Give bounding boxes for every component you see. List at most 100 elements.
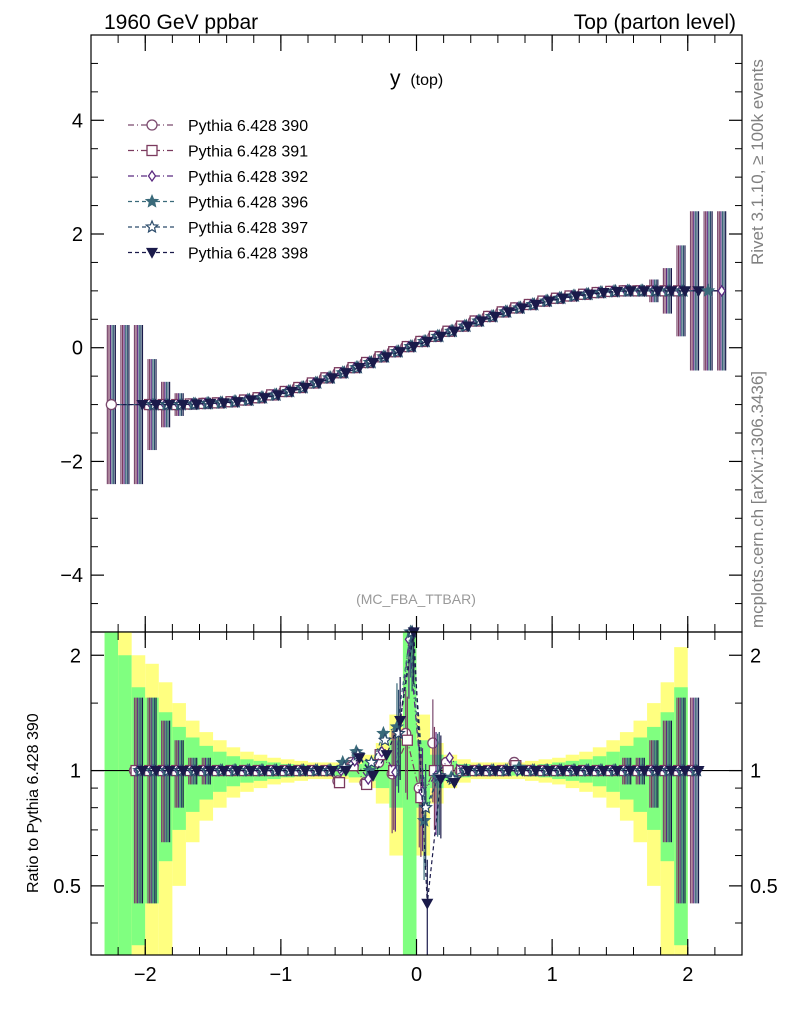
ratio-point <box>353 753 366 764</box>
band-green <box>104 632 119 955</box>
band-green <box>660 712 675 862</box>
data-point <box>556 293 569 305</box>
data-point <box>258 393 271 404</box>
ratio-point <box>272 765 285 777</box>
ratio-point <box>177 765 190 777</box>
ratio-point <box>204 765 217 777</box>
ratio-point <box>326 765 339 777</box>
main-ytick-label: 0 <box>72 338 83 360</box>
legend-label: Pythia 6.428 398 <box>188 246 308 263</box>
data-point <box>543 296 556 308</box>
ratio-point <box>678 765 691 777</box>
legend-label: Pythia 6.428 392 <box>188 169 308 186</box>
ratio-point <box>475 765 488 777</box>
data-point <box>475 316 488 328</box>
ratio-plot: 0.5 0.5 1 1 2 2 −2 −1 0 1 2 Ratio to Pythia 6.428 … <box>25 624 778 986</box>
ratio-point <box>597 765 610 777</box>
data-point <box>353 363 366 374</box>
main-ytick-label: 4 <box>72 110 83 132</box>
ratio-point <box>217 765 230 777</box>
ratio-point <box>363 772 373 786</box>
ratio-xtick-label: −1 <box>269 964 292 986</box>
data-point <box>502 307 515 319</box>
series-line <box>113 290 725 406</box>
ratio-ytick-label-left: 2 <box>70 645 81 667</box>
legend-marker <box>144 193 160 208</box>
ratio-ylabel: Ratio to Pythia 6.428 390 <box>25 713 42 893</box>
main-title-suffix: (top) <box>410 72 443 89</box>
legend-label: Pythia 6.428 390 <box>188 118 308 135</box>
legend-label: Pythia 6.428 396 <box>188 195 308 212</box>
ratio-point <box>231 765 244 777</box>
ratio-point <box>391 725 406 740</box>
ratio-ytick-label-left: 1 <box>70 761 81 783</box>
ratio-point <box>570 765 583 777</box>
data-point <box>665 286 678 298</box>
ratio-point <box>376 725 391 740</box>
ratio-point <box>665 765 678 777</box>
data-point-edge <box>700 283 716 297</box>
main-ytick-label: −2 <box>60 451 83 473</box>
data-point <box>421 336 434 348</box>
data-point <box>285 386 298 398</box>
legend-marker <box>146 144 158 157</box>
data-point <box>529 299 542 311</box>
data-point <box>339 368 352 379</box>
ratio-point <box>516 765 529 777</box>
ratio-point <box>333 776 346 789</box>
data-point <box>611 286 624 298</box>
ratio-point <box>364 754 379 769</box>
ratio-point <box>584 765 597 777</box>
series-line <box>112 290 723 406</box>
mcplots-label: mcplots.cern.ch [arXiv:1306.3436] <box>748 371 767 628</box>
ratio-point <box>434 774 447 786</box>
data-point <box>177 399 190 411</box>
ratio-point <box>421 898 434 910</box>
legend-marker <box>147 169 157 183</box>
ratio-point <box>543 765 556 777</box>
data-point <box>299 382 312 394</box>
rivet-version-label: Rivet 3.1.10, ≥ 100k events <box>748 59 767 265</box>
data-point <box>678 286 691 298</box>
ratio-point <box>529 765 542 777</box>
header-right-label: Top (parton level) <box>574 11 736 34</box>
ratio-point <box>163 765 176 777</box>
data-point-edge <box>717 284 726 297</box>
ratio-point <box>556 765 569 777</box>
ratio-point <box>416 813 432 827</box>
ratio-point <box>136 765 149 777</box>
legend-marker <box>146 119 158 131</box>
data-point <box>434 331 447 343</box>
data-point <box>136 399 149 411</box>
data-point <box>570 291 583 303</box>
data-point <box>516 303 529 315</box>
ratio-point <box>394 716 407 727</box>
band-green <box>402 632 417 955</box>
header-left-label: 1960 GeV ppbar <box>104 11 258 34</box>
ratio-ytick-label-right: 2 <box>750 645 761 667</box>
ratio-point <box>651 765 664 777</box>
band-green <box>145 697 159 904</box>
ratio-point <box>377 732 393 747</box>
data-point <box>244 395 257 407</box>
data-point <box>461 321 474 333</box>
main-ytick-label: 2 <box>72 224 83 246</box>
ratio-point <box>312 765 325 777</box>
ratio-point <box>285 765 298 777</box>
ratio-point <box>445 751 454 764</box>
legend: Pythia 6.428 390 Pythia 6.428 391 Pythia 6… <box>128 118 308 263</box>
main-ytick-label: −4 <box>60 565 83 587</box>
series-5 <box>114 211 727 485</box>
ratio-xtick-label: −2 <box>134 964 157 986</box>
data-point <box>394 347 407 358</box>
ratio-point <box>611 765 624 777</box>
ratio-point <box>624 765 637 777</box>
ratio-point <box>299 765 312 777</box>
data-point <box>597 287 610 299</box>
ratio-point <box>461 765 474 777</box>
ratio-ytick-label-left: 0.5 <box>53 876 81 898</box>
ratio-point <box>244 765 257 777</box>
main-plot: −4 −2 0 2 4 y (top) (MC_FBA_TTBAR) Pythia 6.… <box>60 34 743 633</box>
ratio-point <box>190 765 203 777</box>
